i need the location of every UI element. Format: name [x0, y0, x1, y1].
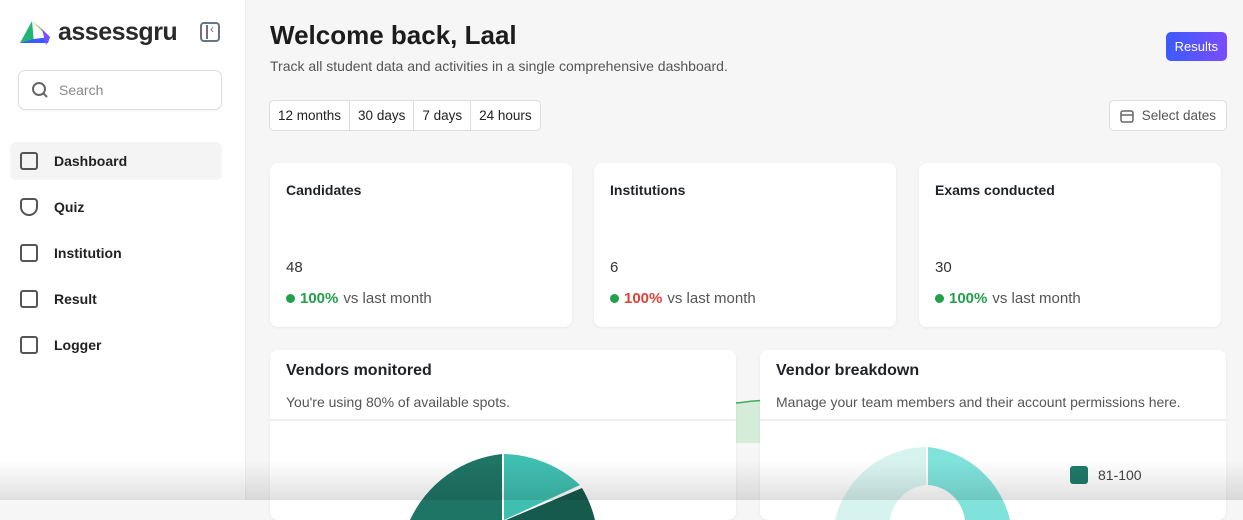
table-icon	[20, 290, 38, 308]
stat-card-exams: Exams conducted 30 100% vs last month	[919, 163, 1221, 443]
card-subtitle: You're using 80% of available spots.	[286, 394, 510, 410]
sidebar-item-quiz[interactable]: Quiz	[10, 188, 222, 226]
donut-slice	[928, 447, 1010, 520]
stat-value: 48	[286, 259, 303, 276]
search-placeholder: Search	[59, 82, 104, 98]
time-range-tabs: 12 months 30 days 7 days 24 hours	[269, 100, 541, 131]
vendors-monitored-card: Vendors monitored You're using 80% of av…	[270, 350, 736, 520]
status-dot-icon	[286, 294, 295, 303]
divider	[270, 419, 736, 421]
stat-change: 100%	[949, 290, 988, 307]
sidebar-nav: Dashboard Quiz Institution Result Logger	[10, 142, 222, 372]
sidebar-item-label: Quiz	[54, 199, 85, 215]
vendor-breakdown-card: Vendor breakdown Manage your team member…	[760, 350, 1226, 520]
sidebar-item-label: Logger	[54, 337, 102, 353]
sidebar-item-label: Dashboard	[54, 153, 128, 169]
stat-title: Institutions	[610, 182, 686, 198]
stat-trend: 100% vs last month	[286, 290, 432, 307]
stat-change: 100%	[624, 290, 663, 307]
status-dot-icon	[610, 294, 619, 303]
stat-suffix: vs last month	[992, 290, 1081, 307]
legend-swatch	[1070, 466, 1088, 484]
stat-card-institutions: Institutions 6 100% vs last month	[594, 163, 896, 443]
vendors-pie-chart	[410, 454, 595, 520]
stat-suffix: vs last month	[343, 290, 432, 307]
stat-change: 100%	[300, 290, 339, 307]
stat-suffix: vs last month	[667, 290, 756, 307]
status-dot-icon	[935, 294, 944, 303]
divider	[760, 419, 1226, 421]
card-subtitle: Manage your team members and their accou…	[776, 394, 1181, 410]
stat-value: 6	[610, 259, 619, 276]
main-content: Welcome back, Laal Track all student dat…	[246, 0, 1243, 520]
results-button[interactable]: Results	[1165, 32, 1227, 61]
stat-card-candidates: Candidates 48 100% vs last month	[270, 163, 572, 443]
bar-chart-icon	[20, 152, 38, 170]
sidebar-item-label: Institution	[54, 245, 122, 261]
page-title: Welcome back, Laal	[270, 20, 517, 50]
stat-trend: 100% vs last month	[935, 290, 1081, 307]
shield-icon	[20, 198, 38, 216]
sidebar-item-result[interactable]: Result	[10, 280, 222, 318]
donut-slice	[835, 447, 926, 520]
tab-12-months[interactable]: 12 months	[270, 101, 351, 130]
card-title: Vendor breakdown	[776, 362, 920, 379]
sidebar-item-label: Result	[54, 291, 97, 307]
page-subtitle: Track all student data and activities in…	[270, 58, 728, 74]
collapse-sidebar-icon[interactable]: ‹	[200, 22, 220, 42]
logo-text: assessgru	[58, 18, 178, 46]
file-check-icon	[20, 336, 38, 354]
legend-label: 81-100	[1098, 467, 1142, 483]
pie-slice	[410, 454, 502, 520]
sidebar-item-dashboard[interactable]: Dashboard	[10, 142, 222, 180]
stat-title: Candidates	[286, 182, 362, 198]
stat-value: 30	[935, 259, 952, 276]
vendor-breakdown-donut	[835, 447, 1010, 520]
calendar-icon	[1119, 109, 1134, 123]
search-icon	[32, 82, 48, 98]
tab-24-hours[interactable]: 24 hours	[479, 108, 532, 123]
card-title: Vendors monitored	[286, 362, 432, 379]
search-input[interactable]: Search	[18, 70, 222, 110]
sidebar: assessgru ‹ Search Dashboard Quiz Instit…	[0, 0, 246, 500]
sidebar-item-institution[interactable]: Institution	[10, 234, 222, 272]
legend-item: 81-100	[1070, 466, 1142, 484]
stat-trend: 100% vs last month	[610, 290, 756, 307]
stat-title: Exams conducted	[935, 182, 1055, 198]
logo[interactable]: assessgru	[18, 18, 178, 47]
logo-icon	[20, 20, 50, 45]
select-dates-label: Select dates	[1141, 108, 1216, 123]
select-dates-button[interactable]: Select dates	[1108, 100, 1227, 131]
sidebar-item-logger[interactable]: Logger	[10, 326, 222, 364]
building-icon	[20, 244, 38, 262]
tab-7-days[interactable]: 7 days	[414, 101, 472, 130]
tab-30-days[interactable]: 30 days	[350, 101, 415, 130]
